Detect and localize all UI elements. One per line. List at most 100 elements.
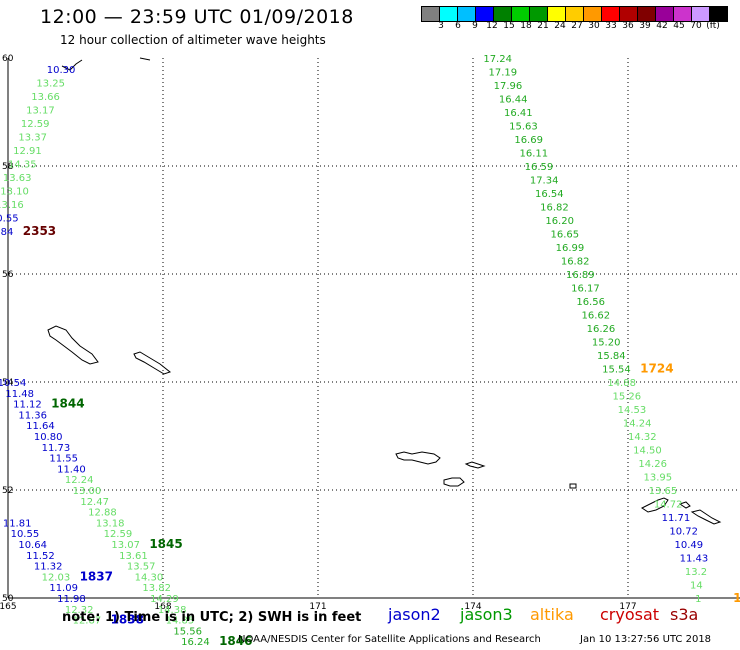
pass-time-label: 1845 xyxy=(149,537,182,551)
credit-text: NOAA/NESDIS Center for Satellite Applica… xyxy=(238,634,541,645)
wave-height-label: 15.20 xyxy=(592,338,621,349)
wave-height-label: 16.26 xyxy=(587,324,616,335)
wave-height-label: 13.63 xyxy=(3,173,32,184)
coastlines xyxy=(47,57,722,525)
colorbar-label: 18 xyxy=(520,21,532,31)
wave-height-label: 10.80 xyxy=(34,432,63,443)
wave-height-label: 11.43 xyxy=(680,554,709,565)
wave-height-label: 15.56 xyxy=(173,626,202,637)
wave-height-label: 13.61 xyxy=(119,551,148,562)
wave-height-label: 12.88 xyxy=(88,508,117,519)
wave-height-label: 15.84 xyxy=(597,351,626,362)
lat-label: 60 xyxy=(2,54,14,64)
wave-height-label: 10.30 xyxy=(47,65,76,76)
wave-height-label: 16.17 xyxy=(571,284,600,295)
wave-height-label: 16.11 xyxy=(520,149,549,160)
wave-height-label: 11.40 xyxy=(57,464,86,475)
wave-height-label: 12.32 xyxy=(65,605,94,616)
wave-height-label: 13.18 xyxy=(96,518,125,529)
colorbar-label: 70 xyxy=(690,21,702,31)
colorbar-label: 24 xyxy=(554,21,566,31)
wave-height-label: 13.07 xyxy=(111,540,140,551)
wave-height-label: 14.35 xyxy=(8,159,37,170)
wave-height-label: 14.85 xyxy=(166,616,195,627)
lon-label: 171 xyxy=(309,602,326,612)
wave-height-label: 14.72 xyxy=(654,500,683,511)
wave-height-label: 12.87 xyxy=(73,616,102,627)
satellite-legend-item: s3a xyxy=(670,605,699,624)
satellite-legend-item: cryosat xyxy=(600,605,660,624)
coast-kamchatka xyxy=(61,57,151,71)
colorbar-label: 9 xyxy=(472,21,478,31)
lat-label: 56 xyxy=(2,270,14,280)
wave-height-label: 13.10 xyxy=(0,186,29,197)
wave-height-label: 17.34 xyxy=(530,176,559,187)
wave-height-label: 14 xyxy=(690,581,703,592)
wave-height-label: 16.20 xyxy=(545,216,574,227)
wave-height-label: 14.24 xyxy=(623,419,652,430)
wave-height-label: 10.72 xyxy=(669,527,698,538)
wave-height-label: 12.59 xyxy=(21,119,50,130)
pass-time-label: 1723 xyxy=(733,591,740,605)
wave-height-label: 12.91 xyxy=(13,146,42,157)
wave-height-label: 17.24 xyxy=(483,54,512,65)
wave-height-label: 14.30 xyxy=(135,572,164,583)
wave-height-label: 17.96 xyxy=(494,81,523,92)
coast-island-b xyxy=(133,351,172,375)
coast-island-c xyxy=(395,451,441,465)
wave-height-label: 13.37 xyxy=(18,132,47,143)
wave-height-label: 10.55 xyxy=(0,213,19,224)
wave-height-label: 16.24 xyxy=(181,637,210,648)
pass-time-label: 1838 xyxy=(111,613,144,627)
wave-height-label: 16.41 xyxy=(504,108,533,119)
wave-height-label: 16.82 xyxy=(561,257,590,268)
wave-height-label: 14.32 xyxy=(628,432,657,443)
wave-height-label: 16.56 xyxy=(576,297,605,308)
page-subtitle: 12 hour collection of altimeter wave hei… xyxy=(60,33,326,47)
colorbar-label: 39 xyxy=(639,21,651,31)
colorbar-swatch xyxy=(709,6,728,22)
coast-island-g xyxy=(641,497,669,513)
lon-label: 174 xyxy=(464,602,481,612)
wave-height-label: 10.84 xyxy=(0,227,13,238)
wave-height-label: 13.17 xyxy=(26,105,55,116)
colorbar-label: 3 xyxy=(438,21,444,31)
wave-height-label: 11.09 xyxy=(49,583,78,594)
coast-island-d xyxy=(464,461,486,469)
wave-height-label: 11.12 xyxy=(13,400,42,411)
wave-height-label: 13.66 xyxy=(31,92,60,103)
wave-height-label: 11.64 xyxy=(26,421,55,432)
wave-height-label: 16.89 xyxy=(566,270,595,281)
wave-height-label: 1 xyxy=(695,594,701,605)
pass-time-label: 1724 xyxy=(640,362,673,376)
coast-island-h xyxy=(678,501,691,509)
lon-label: 168 xyxy=(154,602,171,612)
wave-height-label: 13.2 xyxy=(685,567,707,578)
satellite-legend-item: jason3 xyxy=(460,605,513,624)
satellite-legend-item: altika xyxy=(530,605,574,624)
wave-height-label: 16.62 xyxy=(582,311,611,322)
generated-timestamp: Jan 10 13:27:56 UTC 2018 xyxy=(580,634,712,645)
lat-label: 54 xyxy=(2,378,14,388)
wave-height-label: 11.98 xyxy=(57,594,86,605)
colorbar-label: 6 xyxy=(455,21,461,31)
wave-height-label: 13.16 xyxy=(0,200,24,211)
wave-height-label: 16.54 xyxy=(535,189,564,200)
pass-time-label: 1837 xyxy=(80,569,113,583)
lon-label: 165 xyxy=(0,602,17,612)
grid-lines xyxy=(7,58,740,599)
wave-height-label: 15.63 xyxy=(509,122,538,133)
wave-height-label: 15.54 xyxy=(602,365,631,376)
colorbar xyxy=(421,6,728,22)
wave-height-label: 13.00 xyxy=(73,486,102,497)
wave-height-label: 13.57 xyxy=(127,562,156,573)
wave-height-label: 13.65 xyxy=(649,486,678,497)
wave-height-label: 16.69 xyxy=(514,135,543,146)
wave-height-label: 12.03 xyxy=(42,572,71,583)
wave-height-label: 16.99 xyxy=(556,243,585,254)
wave-height-label: 10.64 xyxy=(18,540,47,551)
wave-height-label: 14.50 xyxy=(633,446,662,457)
wave-height-label: 15.26 xyxy=(613,392,642,403)
colorbar-label: 42 xyxy=(656,21,668,31)
